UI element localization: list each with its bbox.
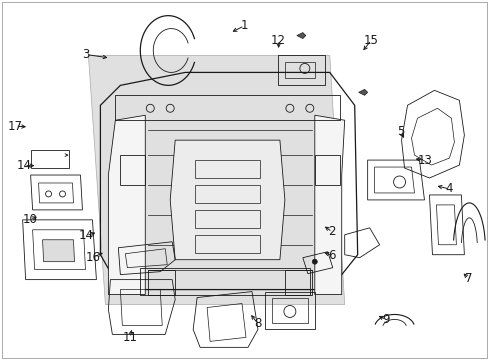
Text: 3: 3 (82, 48, 89, 61)
Text: 17: 17 (8, 120, 23, 133)
Text: 1: 1 (240, 19, 248, 32)
Polygon shape (296, 32, 305, 39)
Text: 2: 2 (328, 225, 335, 238)
Text: 5: 5 (396, 125, 404, 138)
Text: 7: 7 (464, 272, 471, 285)
Text: 10: 10 (22, 213, 37, 226)
Polygon shape (314, 115, 344, 294)
Circle shape (312, 259, 317, 264)
Polygon shape (42, 240, 74, 262)
Polygon shape (358, 89, 367, 95)
Text: 16: 16 (86, 251, 101, 264)
Polygon shape (170, 140, 285, 260)
Polygon shape (88, 55, 344, 305)
Text: 12: 12 (270, 33, 285, 47)
Text: 13: 13 (417, 154, 431, 167)
Text: 8: 8 (253, 317, 261, 330)
Text: 11: 11 (122, 331, 137, 344)
Text: 9: 9 (382, 313, 389, 327)
Text: 14: 14 (17, 159, 32, 172)
Text: 15: 15 (363, 33, 378, 47)
Text: 14: 14 (79, 229, 93, 242)
Text: 4: 4 (445, 183, 452, 195)
Polygon shape (108, 115, 145, 294)
Text: 6: 6 (328, 249, 335, 262)
